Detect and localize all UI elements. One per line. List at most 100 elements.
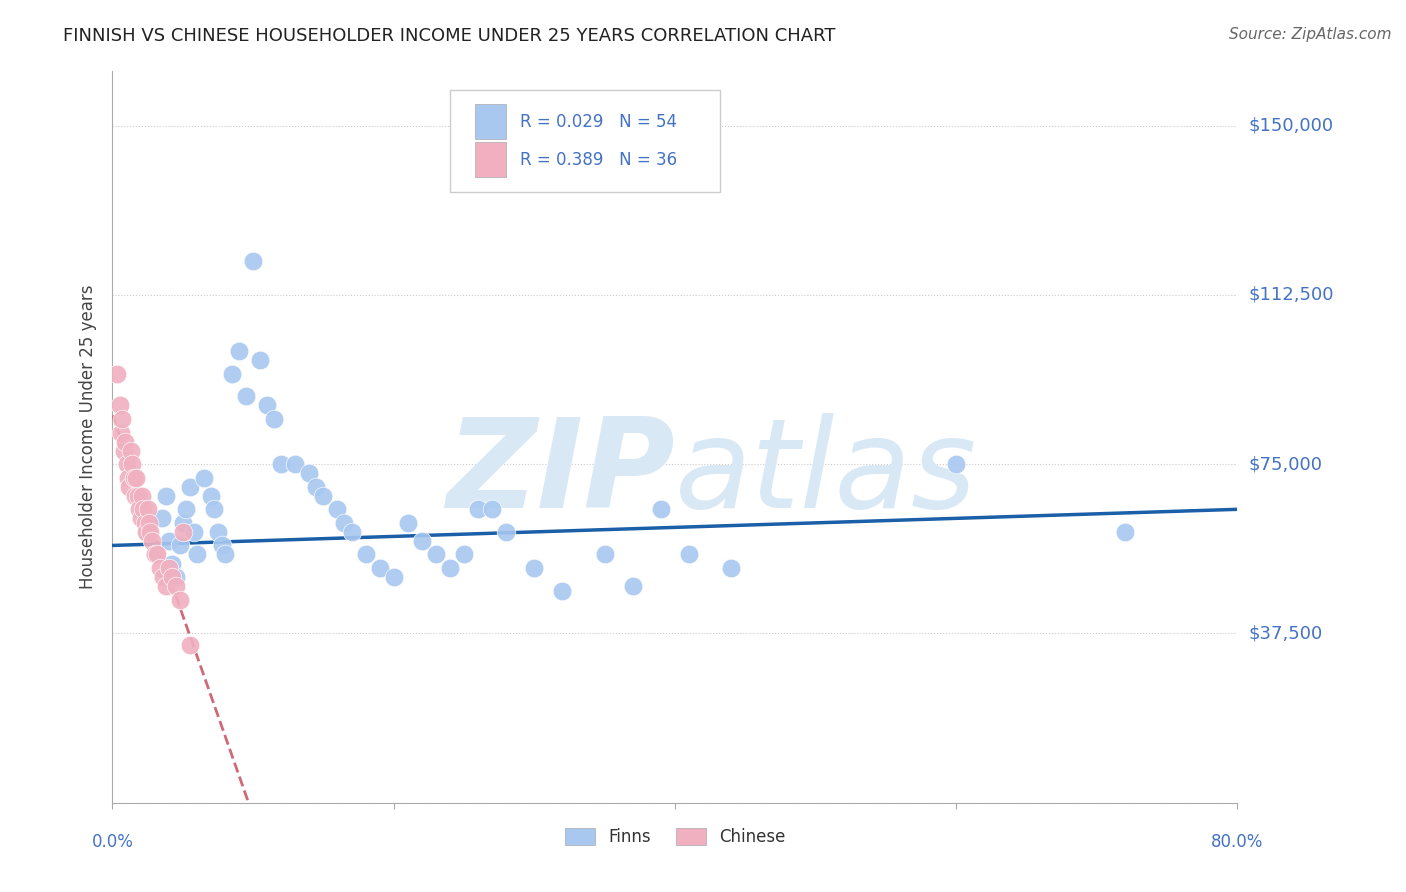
Point — [128, 502, 150, 516]
Point — [165, 570, 187, 584]
Point — [108, 399, 131, 413]
Point — [117, 471, 139, 485]
Point — [179, 480, 201, 494]
Point — [551, 583, 574, 598]
Point — [120, 443, 142, 458]
Point — [169, 538, 191, 552]
Point — [298, 466, 321, 480]
Point — [157, 561, 180, 575]
Point — [211, 538, 233, 552]
Point — [146, 548, 169, 562]
Point — [249, 353, 271, 368]
Point — [396, 516, 419, 530]
Point — [235, 389, 257, 403]
Point — [650, 502, 672, 516]
Point — [129, 511, 152, 525]
Point — [523, 561, 546, 575]
Point — [305, 480, 328, 494]
Point — [157, 533, 180, 548]
Text: 0.0%: 0.0% — [91, 833, 134, 851]
Point — [945, 457, 967, 471]
FancyBboxPatch shape — [475, 143, 506, 178]
Point — [593, 548, 616, 562]
Point — [114, 434, 136, 449]
Point — [495, 524, 517, 539]
Point — [333, 516, 356, 530]
Point — [149, 561, 172, 575]
Point — [284, 457, 307, 471]
Point — [326, 502, 349, 516]
Point — [160, 557, 183, 571]
Point — [165, 579, 187, 593]
Point — [242, 254, 264, 268]
Point — [202, 502, 225, 516]
Point — [143, 548, 166, 562]
Point — [368, 561, 391, 575]
Point — [425, 548, 447, 562]
Point — [256, 399, 278, 413]
Point — [172, 516, 194, 530]
Point — [214, 548, 236, 562]
Point — [439, 561, 461, 575]
Point — [312, 489, 335, 503]
Point — [228, 344, 250, 359]
Point — [111, 412, 134, 426]
Point — [179, 638, 201, 652]
Point — [453, 548, 475, 562]
Point — [186, 548, 208, 562]
Point — [467, 502, 489, 516]
Point — [720, 561, 742, 575]
Point — [382, 570, 405, 584]
Point — [183, 524, 205, 539]
Point — [200, 489, 222, 503]
Point — [150, 511, 173, 525]
Text: $75,000: $75,000 — [1249, 455, 1323, 473]
Point — [1114, 524, 1136, 539]
Point — [118, 480, 141, 494]
Point — [136, 524, 159, 539]
Legend: Finns, Chinese: Finns, Chinese — [558, 822, 792, 853]
Text: $112,500: $112,500 — [1249, 285, 1334, 304]
Point — [132, 502, 155, 516]
Point — [621, 579, 644, 593]
Point — [135, 524, 157, 539]
Point — [138, 516, 160, 530]
Point — [105, 367, 128, 381]
Point — [155, 579, 177, 593]
Point — [112, 443, 135, 458]
Point — [169, 592, 191, 607]
Text: $37,500: $37,500 — [1249, 624, 1323, 642]
Point — [172, 524, 194, 539]
Text: ZIP: ZIP — [446, 413, 675, 534]
Point — [115, 457, 138, 471]
Point — [481, 502, 503, 516]
Point — [121, 457, 143, 471]
Text: 80.0%: 80.0% — [1211, 833, 1264, 851]
Y-axis label: Householder Income Under 25 years: Householder Income Under 25 years — [79, 285, 97, 590]
Point — [141, 533, 163, 548]
Point — [270, 457, 292, 471]
FancyBboxPatch shape — [450, 90, 720, 192]
Text: Source: ZipAtlas.com: Source: ZipAtlas.com — [1229, 27, 1392, 42]
Point — [124, 489, 146, 503]
Point — [207, 524, 229, 539]
Point — [127, 489, 149, 503]
Point — [122, 471, 145, 485]
Point — [155, 489, 177, 503]
Point — [221, 367, 243, 381]
Point — [411, 533, 433, 548]
FancyBboxPatch shape — [475, 104, 506, 139]
Point — [678, 548, 700, 562]
Text: R = 0.389   N = 36: R = 0.389 N = 36 — [520, 151, 676, 169]
Text: atlas: atlas — [675, 413, 977, 534]
Point — [263, 412, 285, 426]
Text: $150,000: $150,000 — [1249, 117, 1333, 135]
Point — [131, 489, 153, 503]
Point — [136, 502, 159, 516]
Point — [160, 570, 183, 584]
Point — [174, 502, 197, 516]
Text: FINNISH VS CHINESE HOUSEHOLDER INCOME UNDER 25 YEARS CORRELATION CHART: FINNISH VS CHINESE HOUSEHOLDER INCOME UN… — [63, 27, 835, 45]
Point — [193, 471, 215, 485]
Text: R = 0.029   N = 54: R = 0.029 N = 54 — [520, 112, 676, 131]
Point — [134, 516, 156, 530]
